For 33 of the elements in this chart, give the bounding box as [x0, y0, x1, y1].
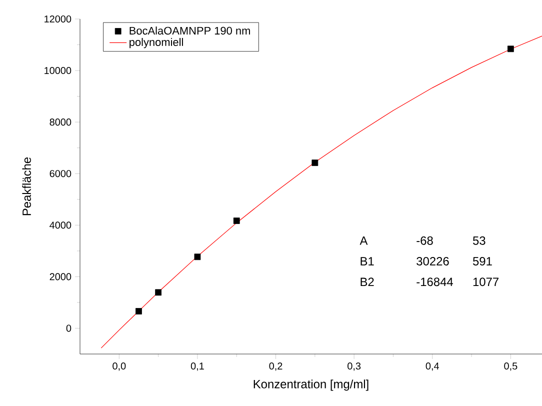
annotation: A — [360, 236, 368, 245]
y-tick-label: 2000 — [50, 273, 72, 280]
x-axis-title: Konzentration [mg/ml] — [254, 380, 368, 391]
annotation: B2 — [360, 278, 374, 286]
annotation: -16844 — [416, 278, 453, 286]
legend-label: BocAlaOAMNPP 190 nm — [130, 26, 250, 35]
x-tick-label: 0,5 — [504, 362, 518, 371]
y-tick-label: 4000 — [50, 222, 72, 229]
annotation: 591 — [472, 257, 492, 266]
y-tick-label: 10000 — [44, 67, 72, 74]
x-tick-label: 0,4 — [426, 362, 440, 371]
legend-label: polynomiell — [130, 38, 183, 48]
point — [155, 289, 162, 296]
point — [312, 160, 318, 166]
point — [233, 218, 240, 224]
point — [136, 308, 142, 314]
annotation: -68 — [416, 236, 433, 245]
y-tick-label: 8000 — [50, 118, 72, 126]
y-tick-label: 6000 — [50, 170, 72, 178]
x-tick-label: 0,0 — [112, 362, 126, 371]
y-tick-label: 12000 — [44, 15, 72, 23]
annotation: 30226 — [416, 257, 449, 266]
annotation: 53 — [472, 236, 486, 245]
y-tick-label: 0 — [66, 324, 72, 332]
annotation: B1 — [360, 257, 374, 266]
x-tick-label: 0,3 — [348, 362, 361, 371]
y-axis-title: Peakfläche — [22, 157, 31, 216]
x-tick-label: 0,2 — [269, 362, 282, 371]
point — [194, 254, 201, 260]
x-tick-label: 0,1 — [190, 362, 204, 371]
annotation: 1077 — [473, 278, 498, 286]
line-series — [100, 36, 542, 348]
point — [507, 46, 514, 52]
